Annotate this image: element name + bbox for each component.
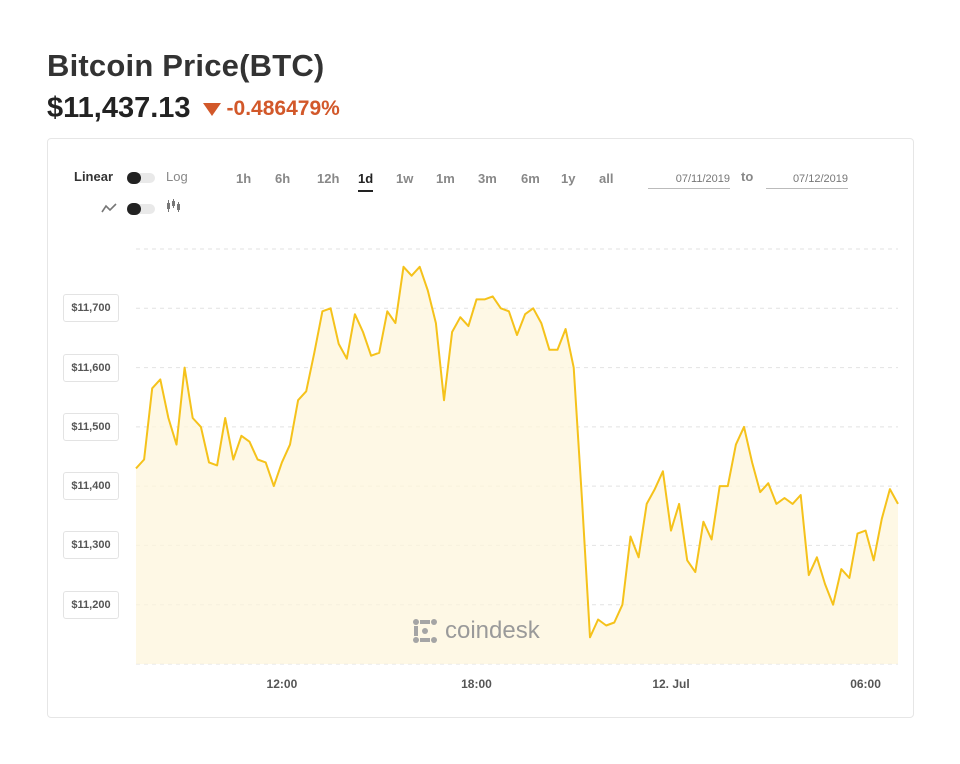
range-1y[interactable]: 1y xyxy=(561,171,576,186)
y-tick-label: $11,300 xyxy=(63,531,119,560)
x-tick-label: 06:00 xyxy=(850,677,881,691)
y-tick-label: $11,700 xyxy=(63,294,119,323)
y-tick-label: $11,400 xyxy=(63,472,119,501)
range-1m[interactable]: 1m xyxy=(436,171,455,186)
coindesk-watermark: coindesk xyxy=(411,617,540,645)
y-tick-label: $11,500 xyxy=(63,412,119,441)
down-arrow-icon xyxy=(202,103,221,116)
coindesk-logo-icon xyxy=(413,619,437,643)
watermark-text: coindesk xyxy=(445,617,540,644)
price-change-value: -0.486479% xyxy=(226,96,340,120)
chart-type-toggle[interactable] xyxy=(127,203,155,215)
scale-toggle[interactable] xyxy=(127,172,155,184)
scale-log-label: Log xyxy=(166,169,188,184)
range-6m[interactable]: 6m xyxy=(521,171,540,186)
range-12h[interactable]: 12h xyxy=(317,171,340,186)
range-6h[interactable]: 6h xyxy=(275,171,291,186)
page-title: Bitcoin Price(BTC) xyxy=(47,48,325,83)
range-all[interactable]: all xyxy=(599,171,614,186)
price-row: $11,437.13 -0.486479% xyxy=(47,92,340,125)
price-change: -0.486479% xyxy=(202,96,340,121)
range-1d[interactable]: 1d xyxy=(358,171,374,192)
y-tick-label: $11,600 xyxy=(63,353,119,382)
range-1h[interactable]: 1h xyxy=(236,171,252,186)
date-to-input[interactable]: 07/12/2019 xyxy=(766,170,848,189)
price-line xyxy=(135,265,899,639)
x-tick-label: 12:00 xyxy=(266,677,298,691)
line-chart-icon xyxy=(101,203,117,213)
x-tick-label: 18:00 xyxy=(461,677,492,691)
date-from-input[interactable]: 07/11/2019 xyxy=(648,170,730,189)
x-tick-label: 12. Jul xyxy=(652,677,690,691)
candlestick-icon xyxy=(167,199,180,212)
y-tick-label: $11,200 xyxy=(63,590,119,619)
range-3m[interactable]: 3m xyxy=(478,171,497,186)
range-1w[interactable]: 1w xyxy=(396,171,414,186)
scale-linear-label: Linear xyxy=(74,169,114,184)
price-area xyxy=(136,266,898,664)
current-price: $11,437.13 xyxy=(47,92,191,124)
date-to-label: to xyxy=(741,169,754,184)
